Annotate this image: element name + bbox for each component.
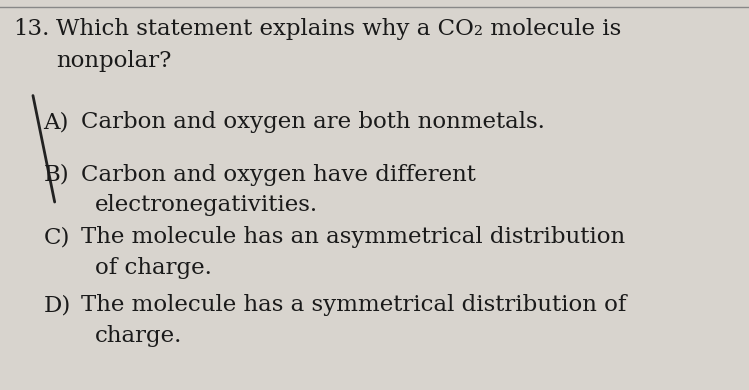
Text: Which statement explains why a CO₂ molecule is: Which statement explains why a CO₂ molec…: [56, 18, 622, 39]
Text: electronegativities.: electronegativities.: [95, 194, 318, 216]
Text: The molecule has a symmetrical distribution of: The molecule has a symmetrical distribut…: [81, 294, 626, 316]
Text: The molecule has an asymmetrical distribution: The molecule has an asymmetrical distrib…: [81, 226, 625, 248]
Text: nonpolar?: nonpolar?: [56, 50, 172, 71]
Text: A): A): [43, 111, 69, 133]
Text: D): D): [43, 294, 70, 316]
Text: Carbon and oxygen have different: Carbon and oxygen have different: [81, 164, 476, 186]
Text: charge.: charge.: [95, 325, 183, 347]
Text: Carbon and oxygen are both nonmetals.: Carbon and oxygen are both nonmetals.: [81, 111, 545, 133]
Text: C): C): [43, 226, 70, 248]
Text: 13.: 13.: [13, 18, 50, 39]
Text: of charge.: of charge.: [95, 257, 212, 278]
Text: B): B): [43, 164, 69, 186]
